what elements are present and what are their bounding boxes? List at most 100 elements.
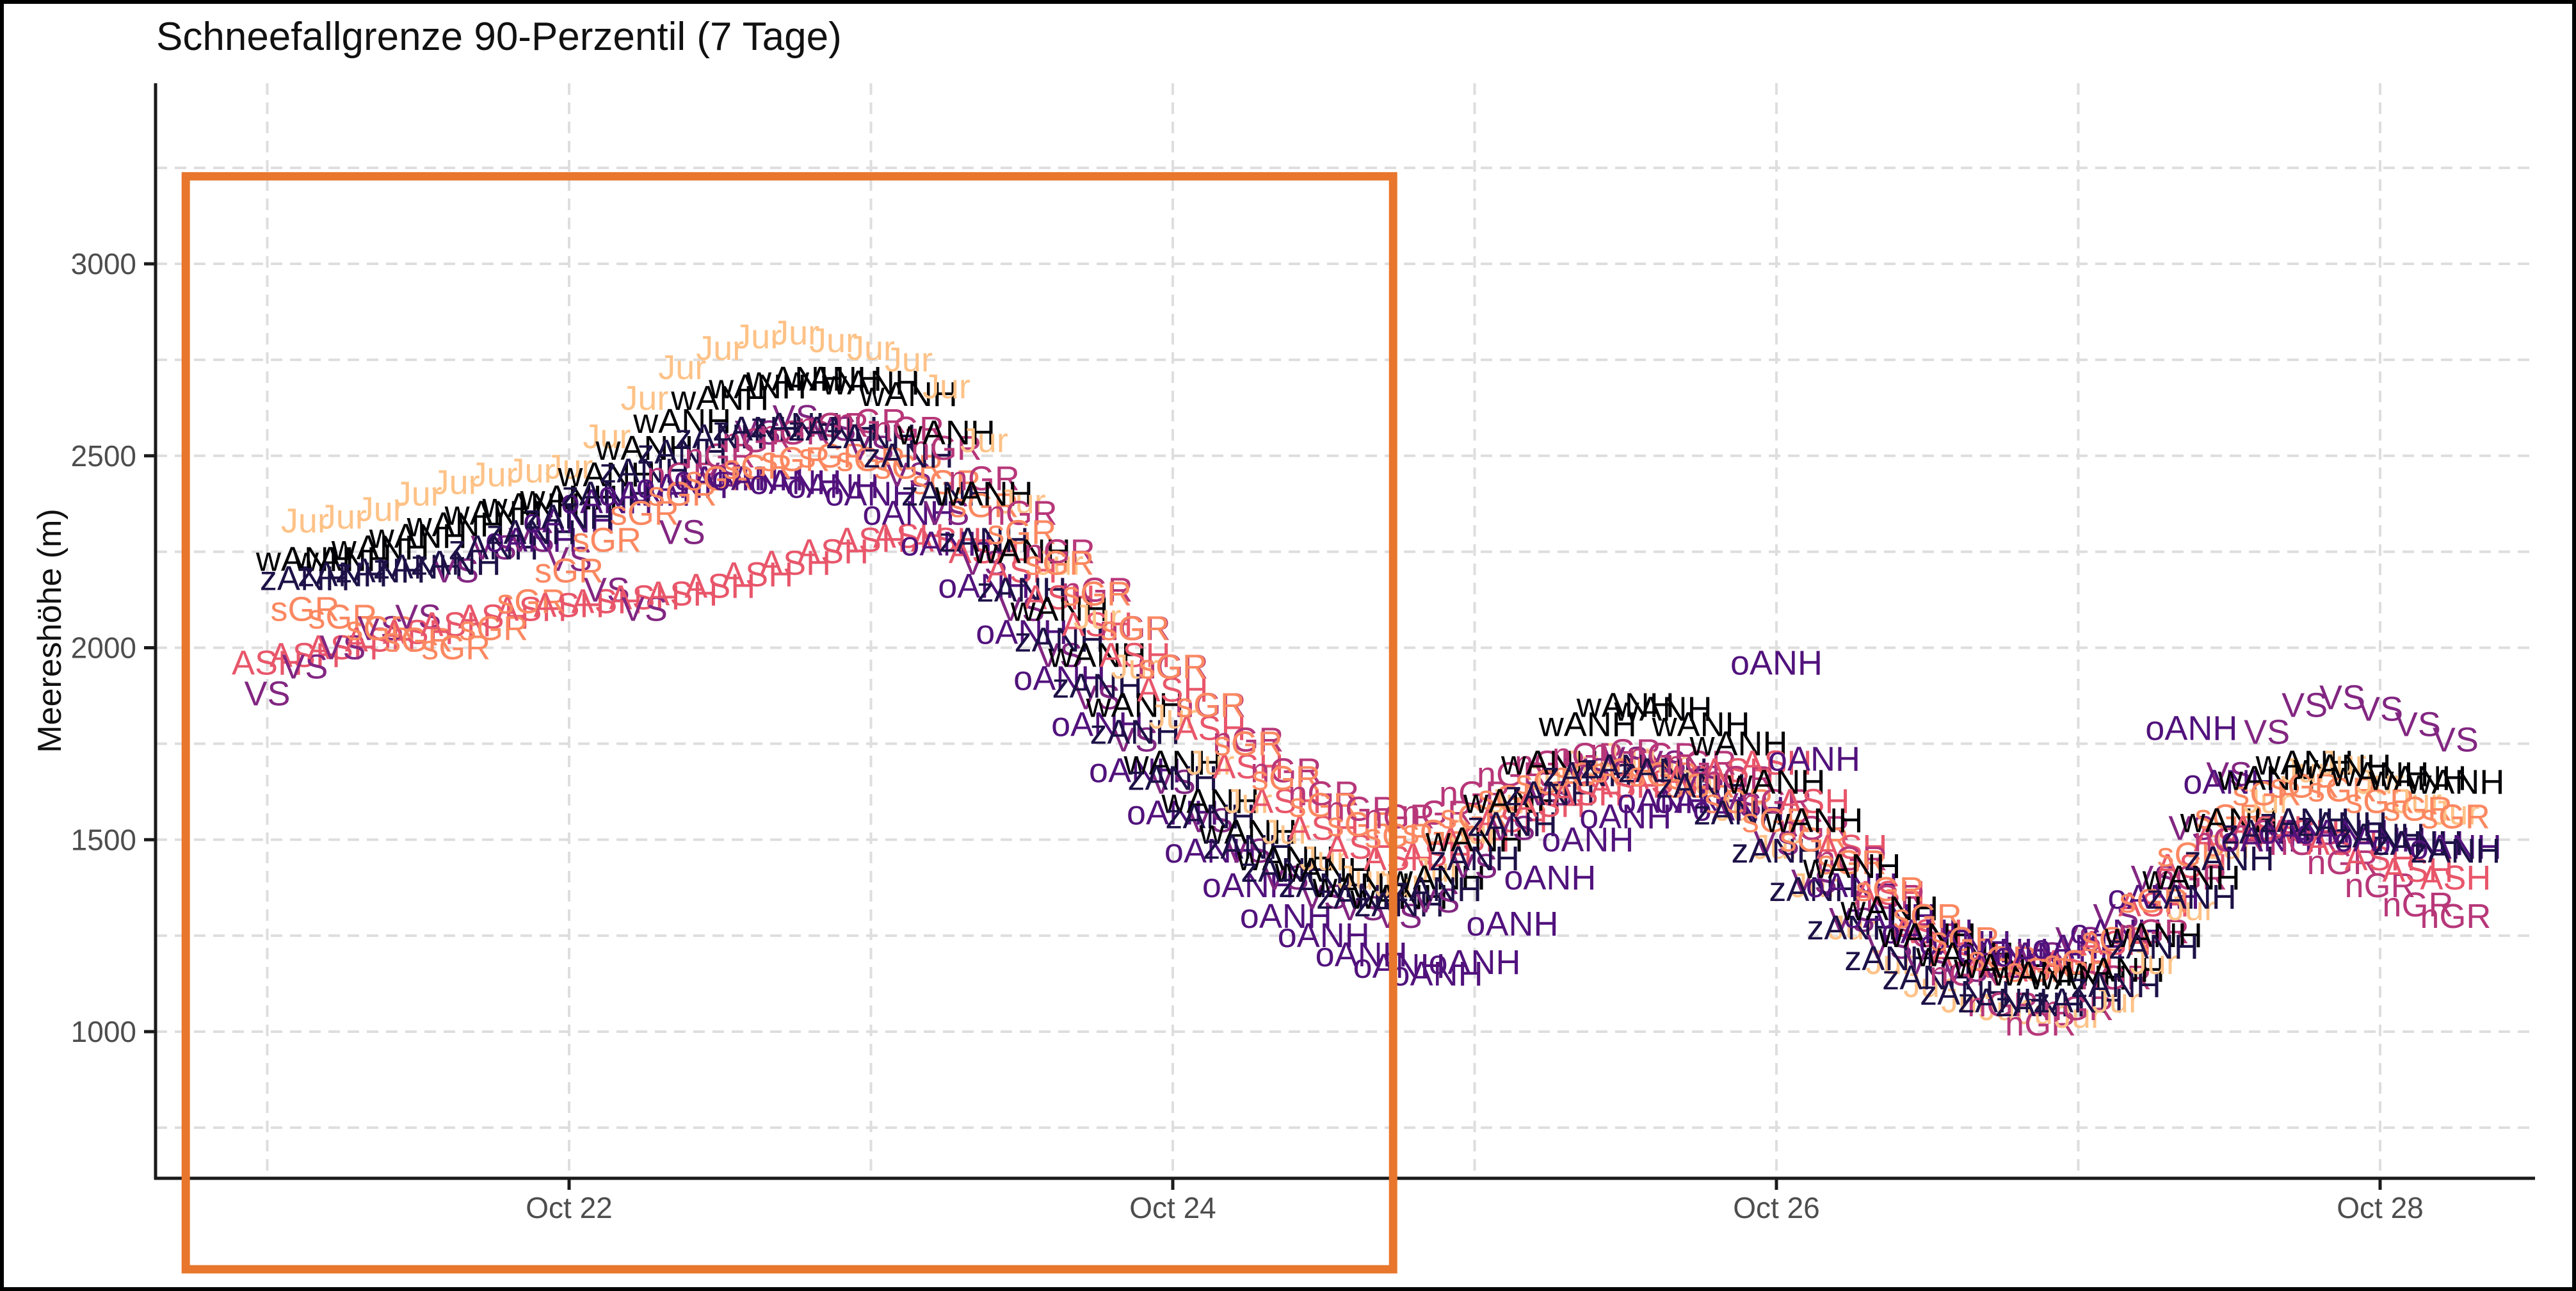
data-label-oANH: oANH [1428, 943, 1520, 982]
data-label-nGR: nGR [1364, 797, 1435, 836]
data-label-nGR: nGR [1439, 774, 1510, 813]
data-label-sGR: sGR [912, 464, 981, 502]
data-label-VS: VS [1867, 928, 1913, 966]
data-label-sGR: sGR [2081, 920, 2150, 959]
data-label-sGR: sGR [1968, 939, 2038, 978]
data-label-sGR: sGR [1931, 920, 2000, 959]
data-label-nGR: nGR [1703, 759, 1775, 797]
data-label-Jur: Jur [809, 321, 857, 360]
data-label-VS: VS [2168, 809, 2214, 847]
data-label-zANH: zANH [1844, 939, 1935, 978]
data-label-nGR: nGR [1892, 916, 1963, 955]
data-label-wANH: wANH [1878, 916, 1976, 955]
data-label-ASH: ASH [1703, 751, 1775, 790]
data-label-VS: VS [1339, 889, 1385, 928]
data-label-zANH: zANH [1127, 759, 1218, 797]
data-label-Jur: Jur [885, 341, 933, 379]
tick-marks [144, 262, 2382, 1190]
data-label-Jur: Jur [734, 318, 782, 356]
data-label-sGR: sGR [610, 494, 679, 533]
data-label-zANH: zANH [1769, 870, 1859, 909]
data-label-nGR: nGR [1552, 736, 1623, 774]
data-label-wANH: wANH [1689, 724, 1788, 763]
data-label-sGR: sGR [1629, 755, 1698, 793]
data-label-wANH: wANH [2218, 759, 2316, 797]
data-label-wANH: wANH [2406, 763, 2504, 801]
data-label-ASH: ASH [2156, 847, 2227, 886]
data-label-zANH: zANH [449, 529, 539, 567]
data-label-nGR: nGR [1816, 840, 1887, 878]
data-label-nGR: nGR [1778, 809, 1849, 847]
data-label-zANH: zANH [977, 571, 1067, 610]
data-label-oANH: oANH [976, 613, 1068, 652]
data-label-zANH: zANH [260, 560, 350, 598]
data-label-oANH: oANH [2221, 820, 2313, 859]
data-label-sGR: sGR [1893, 897, 1962, 936]
data-label-VS: VS [244, 674, 290, 713]
data-label-oANH: oANH [1013, 659, 1106, 697]
data-label-VS: VS [1829, 901, 1875, 939]
data-label-oANH: oANH [1466, 905, 1558, 943]
data-label-sGR: sGR [1704, 782, 1773, 820]
data-label-oANH: oANH [599, 475, 691, 514]
data-label-Jur: Jur [1413, 851, 1461, 889]
data-label-nGR: nGR [2118, 913, 2189, 951]
y-tick-label: 1500 [71, 823, 136, 856]
data-label-zANH: zANH [2146, 878, 2237, 916]
data-label-Jur: Jur [696, 329, 744, 368]
data-label-VS: VS [1074, 678, 1120, 717]
data-label-ASH: ASH [1477, 801, 1548, 840]
data-label-Jur: Jur [2356, 763, 2404, 801]
data-label-nGR: nGR [1250, 751, 1321, 790]
data-label-sGR: sGR [346, 610, 415, 648]
data-label-sGR: sGR [2044, 943, 2113, 982]
data-label-ASH: ASH [2081, 924, 2152, 962]
data-label-oANH: oANH [1202, 866, 1294, 905]
data-label-ASH: ASH [2118, 886, 2189, 924]
data-label-VS: VS [1980, 947, 2026, 986]
data-label-oANH: oANH [1957, 932, 2049, 970]
data-label-VS: VS [1602, 740, 1648, 778]
data-label-VS: VS [2433, 720, 2479, 759]
data-label-sGR: sGR [1515, 763, 1584, 801]
data-label-Jur: Jur [1752, 828, 1800, 866]
data-label-oANH: oANH [1995, 936, 2087, 974]
data-label-wANH: wANH [1425, 820, 1524, 859]
data-label-zANH: zANH [1429, 840, 1520, 878]
data-label-Jur: Jur [1526, 759, 1574, 797]
data-label-sGR: sGR [2383, 790, 2452, 828]
data-label-wANH: wANH [1652, 705, 1750, 743]
data-label-nGR: nGR [1666, 743, 1737, 782]
data-label-Jur: Jur [1186, 743, 1234, 782]
data-label-Jur: Jur [960, 421, 1008, 460]
chart-title: Schneefallgrenze 90-Perzentil (7 Tage) [156, 15, 842, 59]
data-label-ASH: ASH [1892, 913, 1963, 951]
data-label-Jur: Jur [658, 348, 706, 387]
data-label-ASH: ASH [986, 552, 1058, 590]
data-label-Jur: Jur [998, 483, 1046, 521]
data-label-nGR: nGR [798, 406, 869, 444]
data-label-ASH: ASH [1552, 774, 1623, 813]
data-label-VS: VS [395, 598, 441, 637]
data-label-wANH: wANH [1198, 813, 1297, 851]
data-label-zANH: zANH [1052, 667, 1143, 705]
data-label-zANH: zANH [298, 556, 388, 594]
data-label-sGR: sGR [2194, 797, 2264, 836]
data-label-zANH: zANH [826, 418, 916, 456]
data-label-zANH: zANH [1015, 621, 1105, 660]
data-label-Jur: Jur [1828, 909, 1876, 947]
data-label-sGR: sGR [1214, 724, 1283, 763]
data-label-Jur: Jur [771, 314, 819, 352]
data-label-zANH: zANH [2222, 813, 2312, 851]
data-label-oANH: oANH [787, 467, 880, 506]
data-label-sGR: sGR [383, 621, 453, 660]
data-label-VS: VS [810, 410, 857, 448]
data-label-Jur: Jur [1074, 598, 1122, 637]
data-label-ASH: ASH [609, 579, 680, 617]
data-label-Jur: Jur [1715, 790, 1763, 828]
data-label-nGR: nGR [1100, 610, 1171, 648]
data-label-nGR: nGR [986, 494, 1058, 533]
data-label-wANH: wANH [1236, 840, 1335, 878]
data-label-VS: VS [2282, 686, 2328, 724]
data-label-Jur: Jur [1375, 866, 1423, 905]
